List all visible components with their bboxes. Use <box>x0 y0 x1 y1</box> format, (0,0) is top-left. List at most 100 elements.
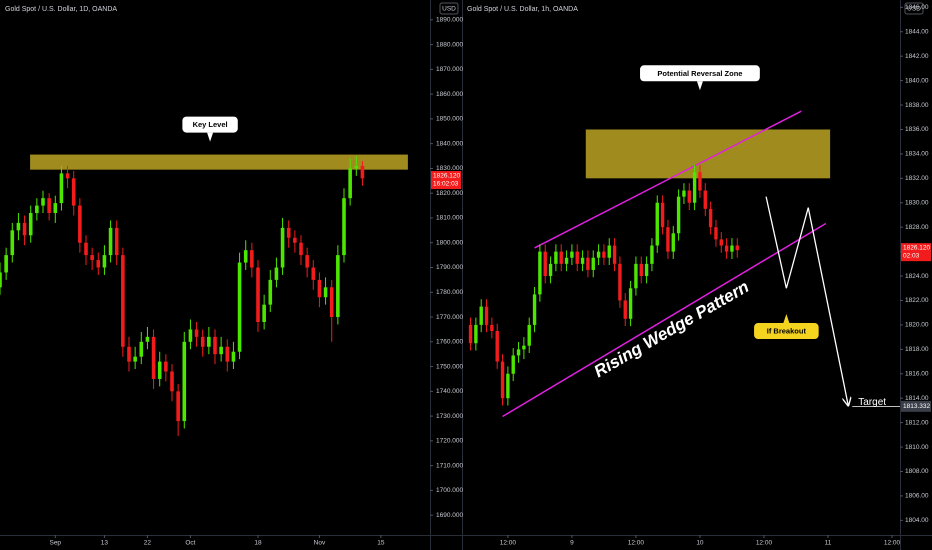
candle-body <box>10 230 15 256</box>
candle-body <box>730 245 734 252</box>
candle-body <box>237 262 242 352</box>
candle-body <box>548 263 553 277</box>
candle-body <box>286 227 291 238</box>
x-tick-label: 15 <box>377 540 385 547</box>
trend-line <box>534 110 802 249</box>
callout-pointer <box>207 132 214 142</box>
candle-body <box>16 222 21 231</box>
y-tick-label: 1850.000 <box>436 116 463 123</box>
candle-body <box>65 173 70 179</box>
candle-body <box>660 202 665 228</box>
y-tick-label: 1838.00 <box>905 102 929 109</box>
candle-body <box>108 227 113 256</box>
candle-body <box>90 255 94 261</box>
y-tick-label: 1828.00 <box>905 224 929 231</box>
candle-body <box>634 263 638 289</box>
candle-body <box>586 257 590 270</box>
candle-body <box>207 336 211 347</box>
candle-body <box>41 198 45 206</box>
candle-body <box>114 227 119 256</box>
x-tick-label: 18 <box>254 540 262 547</box>
candle-body <box>490 324 494 332</box>
y-tick-label: 1806.00 <box>905 493 929 500</box>
candle-body <box>554 251 558 264</box>
candle-body <box>532 294 537 325</box>
candle-body <box>336 255 340 318</box>
candle-body <box>612 245 617 264</box>
candle-body <box>698 172 702 191</box>
candle-body <box>708 208 713 228</box>
y-tick-label: 1830.000 <box>436 165 463 172</box>
candle-body <box>348 168 352 199</box>
y-tick-label: 1690.000 <box>436 512 463 519</box>
trend-line <box>502 222 827 418</box>
candle-body <box>188 329 193 342</box>
y-tick-label: 1844.00 <box>905 28 929 35</box>
candle-body <box>602 251 606 258</box>
candle-body <box>164 361 168 372</box>
callout-pointer <box>783 314 790 324</box>
y-tick-label: 1800.000 <box>436 239 463 246</box>
y-tick-label: 1780.000 <box>436 289 463 296</box>
candle-body <box>655 202 659 246</box>
y-tick-label: 1840.00 <box>905 77 929 84</box>
candle-body <box>591 257 595 270</box>
y-tick-label: 1834.00 <box>905 151 929 158</box>
candle-body <box>243 250 248 263</box>
candle-body <box>96 260 101 268</box>
callout-text: If Breakout <box>767 327 807 336</box>
candle-body <box>219 346 223 355</box>
currency-box <box>439 2 459 15</box>
candle-body <box>293 237 297 243</box>
candle-body <box>28 213 33 236</box>
candle-body <box>495 331 499 362</box>
candle-body <box>47 198 51 214</box>
candle-body <box>317 279 322 298</box>
candle-body <box>500 361 505 399</box>
target-price-label: 1813.332 <box>903 403 930 410</box>
key-zone <box>585 129 831 179</box>
candle-body <box>176 391 180 422</box>
candle-body <box>596 251 601 258</box>
y-tick-label: 1830.00 <box>905 199 929 206</box>
callout-text: Key Level <box>193 120 228 129</box>
candle-body <box>170 371 174 392</box>
y-tick-label: 1820.000 <box>436 190 463 197</box>
candle-body <box>194 329 199 337</box>
y-tick-label: 1740.000 <box>436 388 463 395</box>
countdown-label: 16:02:03 <box>433 180 459 187</box>
candle-body <box>299 242 303 256</box>
candle-body <box>618 263 622 301</box>
candle-body <box>570 251 574 258</box>
last-price-label: 1826.120 <box>903 244 930 251</box>
candle-body <box>35 205 39 214</box>
x-tick-label: Sep <box>49 540 61 547</box>
x-tick-label: 10 <box>696 540 704 547</box>
candle-body <box>71 178 76 206</box>
candle-body <box>4 255 8 273</box>
y-tick-label: 1804.00 <box>905 517 929 524</box>
candle-body <box>538 251 542 295</box>
x-tick-label: 13 <box>101 540 109 547</box>
candle-body <box>692 172 697 203</box>
candle-body <box>639 263 643 277</box>
y-tick-label: 1808.00 <box>905 468 929 475</box>
candle-body <box>735 245 739 251</box>
x-tick-label: 9 <box>570 540 574 547</box>
candle-body <box>53 203 58 214</box>
candle-body <box>329 287 334 318</box>
chart-title: Gold Spot / U.S. Dollar, 1D, OANDA <box>5 6 117 13</box>
candle-body <box>506 373 510 399</box>
x-tick-label: Oct <box>185 540 195 547</box>
candle-body <box>682 190 686 197</box>
y-tick-label: 1860.000 <box>436 91 463 98</box>
candle-body <box>687 190 691 203</box>
candle-body <box>623 300 627 319</box>
candle-body <box>671 233 675 252</box>
candle-body <box>666 227 670 252</box>
y-tick-label: 1812.00 <box>905 419 929 426</box>
callout-box <box>182 116 238 133</box>
candle-body <box>559 251 563 264</box>
